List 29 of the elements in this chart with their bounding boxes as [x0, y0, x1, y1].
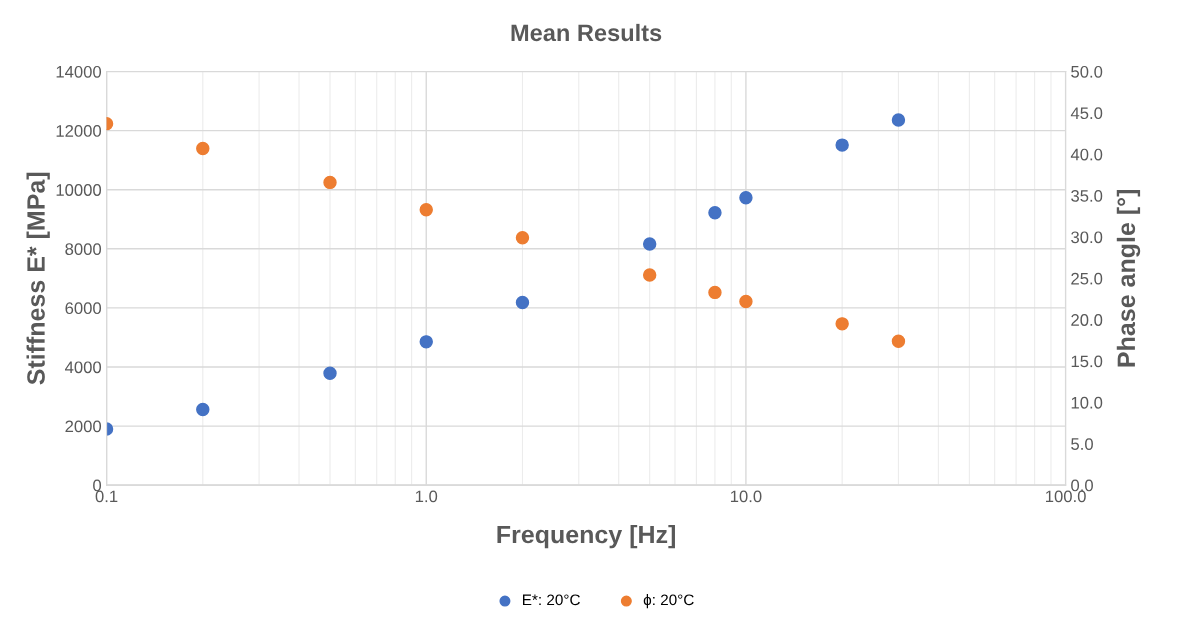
y-axis-title: Stiffness E* [MPa] [26, 172, 50, 385]
y-tick-label: 12000 [56, 125, 102, 137]
y-tick-label: 4000 [65, 361, 102, 374]
y2-tick-label: 35.0 [1071, 190, 1103, 202]
y-tick-label: 0 [93, 479, 102, 492]
y2-tick-label: 30.0 [1071, 231, 1103, 244]
legend-label: ϕ: 20°C [643, 594, 694, 609]
y-tick-label: 8000 [65, 243, 102, 255]
y2-tick-label: 0.0 [1071, 479, 1093, 492]
y2-tick-label: 10.0 [1071, 396, 1103, 409]
y2-tick-label: 25.0 [1071, 272, 1103, 285]
legend-label: E*: 20°C [523, 594, 580, 606]
y2-tick-label: 45.0 [1070, 107, 1103, 120]
x-tick-label: 1.0 [415, 490, 438, 503]
y2-axis-title: Phase angle [°] [1116, 189, 1141, 367]
y-tick-label: 14000 [56, 65, 102, 78]
x-tick-label: 10.0 [730, 490, 762, 503]
x-tick-label: 100.0 [1046, 490, 1086, 503]
y-tick-label: 6000 [65, 302, 102, 315]
y-tick-label: 2000 [65, 420, 102, 433]
chart-title: Mean Results [511, 23, 662, 42]
y2-tick-label: 5.0 [1071, 438, 1093, 450]
y-tick-label: 10000 [56, 184, 102, 196]
y2-tick-label: 15.0 [1071, 355, 1103, 368]
y2-tick-label: 50.0 [1071, 65, 1103, 78]
x-axis-title: Frequency [Hz] [497, 525, 675, 549]
x-tick-label: 0.1 [95, 490, 118, 503]
y2-tick-label: 20.0 [1071, 314, 1103, 326]
y2-tick-label: 40.0 [1070, 148, 1103, 161]
